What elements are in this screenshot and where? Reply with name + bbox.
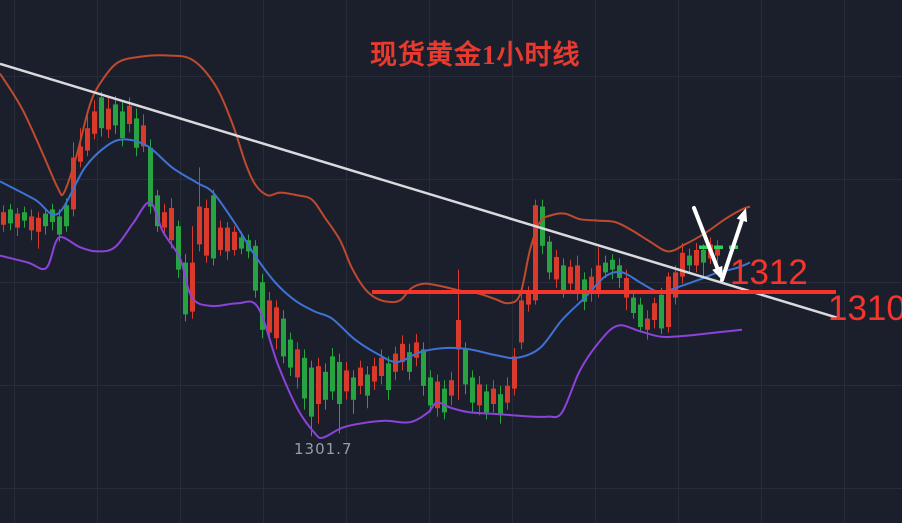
low-price-label: 1301.7 [294,440,353,458]
projection-arrow[interactable] [692,206,748,282]
price-label-1310[interactable]: 1310 [828,289,902,328]
band-lower-line [0,201,743,439]
band-upper-line [0,54,751,305]
candles-layer [1,91,720,437]
chart-title: 现货黄金1小时线 [370,40,581,70]
descending-trendline[interactable] [0,62,841,320]
band-middle-line [0,138,751,364]
price-label-1312[interactable]: 1312 [730,253,808,292]
